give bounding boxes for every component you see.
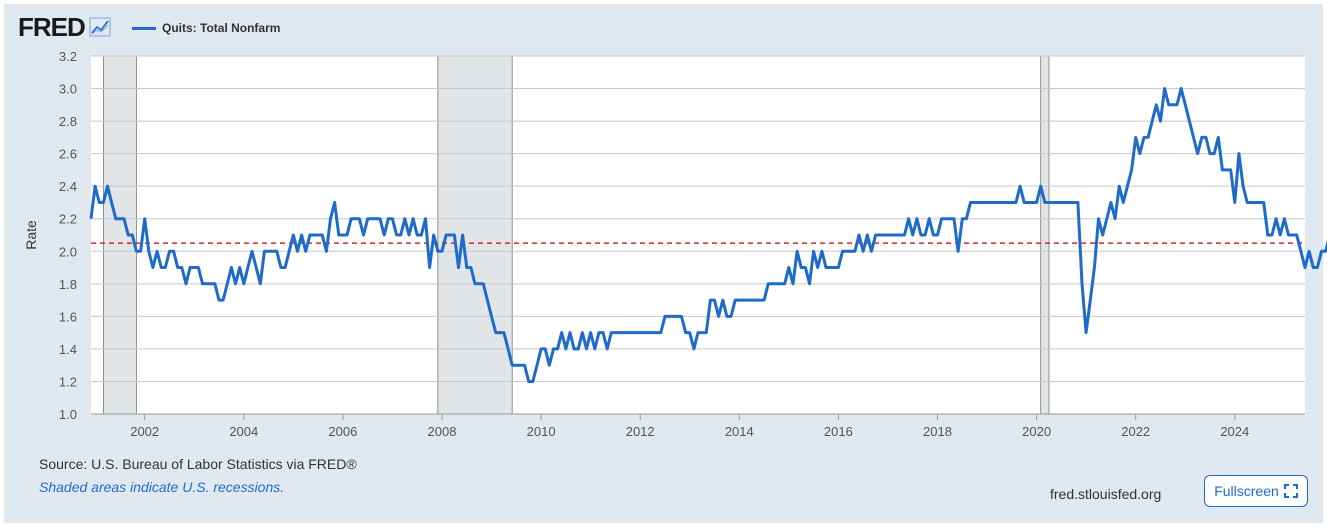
chart-line-icon <box>89 17 111 37</box>
source-value: U.S. Bureau of Labor Statistics via FRED… <box>91 456 357 472</box>
fred-logo[interactable]: FRED <box>18 14 111 40</box>
fullscreen-label: Fullscreen <box>1214 483 1279 499</box>
y-tick-label: 3.0 <box>59 82 77 97</box>
expand-icon <box>1283 484 1298 498</box>
x-tick-label: 2008 <box>428 424 457 439</box>
y-tick-label: 1.2 <box>59 374 77 389</box>
x-tick-label: 2020 <box>1022 424 1051 439</box>
x-tick-label: 2006 <box>328 424 357 439</box>
x-tick-label: 2004 <box>229 424 258 439</box>
y-axis-label: Rate <box>23 220 39 250</box>
x-tick-label: 2010 <box>527 424 556 439</box>
recession-note: Shaded areas indicate U.S. recessions. <box>39 479 285 495</box>
x-tick-label: 2018 <box>923 424 952 439</box>
y-tick-label: 2.4 <box>59 179 77 194</box>
legend-label: Quits: Total Nonfarm <box>162 21 281 35</box>
y-tick-label: 2.6 <box>59 147 77 162</box>
source-text: Source: U.S. Bureau of Labor Statistics … <box>39 456 357 472</box>
y-tick-label: 1.4 <box>59 342 77 357</box>
x-tick-label: 2024 <box>1220 424 1249 439</box>
x-tick-label: 2016 <box>824 424 853 439</box>
y-tick-label: 2.8 <box>59 114 77 129</box>
y-tick-label: 3.2 <box>59 49 77 64</box>
x-tick-label: 2022 <box>1121 424 1150 439</box>
x-tick-label: 2014 <box>725 424 754 439</box>
series-line-quits <box>89 87 1327 383</box>
legend-swatch <box>132 26 156 30</box>
recession-band-3 <box>1040 56 1049 414</box>
plot-area <box>91 56 1305 414</box>
x-tick-label: 2002 <box>130 424 159 439</box>
x-tick-label: 2012 <box>626 424 655 439</box>
site-url[interactable]: fred.stlouisfed.org <box>1050 486 1162 502</box>
y-tick-label: 1.0 <box>59 407 77 422</box>
y-tick-label: 1.6 <box>59 309 77 324</box>
fullscreen-button[interactable]: Fullscreen <box>1204 475 1308 507</box>
logo-text: FRED <box>18 12 86 42</box>
y-tick-label: 2.0 <box>59 244 77 259</box>
y-tick-label: 1.8 <box>59 277 77 292</box>
legend: Quits: Total Nonfarm <box>132 21 280 35</box>
y-tick-label: 2.2 <box>59 212 77 227</box>
source-prefix: Source: <box>39 456 88 472</box>
